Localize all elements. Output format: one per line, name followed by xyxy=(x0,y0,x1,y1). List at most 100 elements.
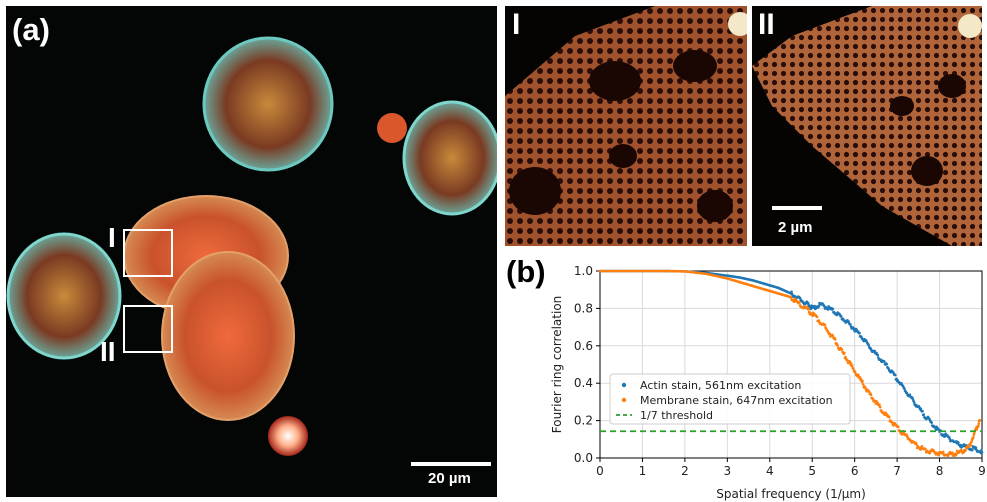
data-point-series-1 xyxy=(707,273,711,276)
data-point-series-0 xyxy=(951,439,955,442)
data-point-series-1 xyxy=(825,328,829,332)
data-point-series-1 xyxy=(786,294,789,298)
data-point-series-0 xyxy=(957,443,961,447)
data-point-series-1 xyxy=(860,380,864,384)
data-point-series-0 xyxy=(879,358,883,361)
data-point-series-1 xyxy=(659,269,662,273)
data-point-series-0 xyxy=(875,353,879,356)
data-point-series-1 xyxy=(956,451,960,454)
data-point-series-1 xyxy=(958,449,962,452)
data-point-series-0 xyxy=(824,307,828,310)
data-point-series-0 xyxy=(839,315,843,318)
data-point-series-1 xyxy=(612,269,615,273)
data-point-series-1 xyxy=(860,378,863,381)
data-point-series-1 xyxy=(971,437,974,440)
data-point-series-1 xyxy=(947,452,950,455)
data-point-series-1 xyxy=(719,275,723,279)
data-point-series-1 xyxy=(970,440,973,444)
data-point-series-1 xyxy=(932,449,935,452)
data-point-series-1 xyxy=(966,446,969,449)
data-point-series-1 xyxy=(973,429,977,433)
data-point-series-1 xyxy=(930,448,934,451)
data-point-series-1 xyxy=(892,422,896,426)
data-point-series-1 xyxy=(662,269,665,273)
data-point-series-0 xyxy=(680,270,684,273)
data-point-series-1 xyxy=(750,284,754,287)
data-point-series-1 xyxy=(647,269,650,273)
data-point-series-1 xyxy=(915,446,919,450)
data-point-series-0 xyxy=(907,394,911,398)
data-point-series-0 xyxy=(692,270,696,274)
data-point-series-0 xyxy=(689,270,693,274)
data-point-series-0 xyxy=(860,336,864,340)
data-point-series-1 xyxy=(907,437,910,440)
data-point-series-0 xyxy=(742,277,746,280)
data-point-series-0 xyxy=(734,275,737,279)
data-point-series-1 xyxy=(704,272,708,276)
data-point-series-0 xyxy=(791,294,795,298)
data-point-series-1 xyxy=(921,447,924,450)
data-point-series-1 xyxy=(915,443,918,446)
data-point-series-1 xyxy=(618,269,622,273)
data-point-series-0 xyxy=(937,428,941,432)
data-point-series-1 xyxy=(928,451,932,455)
data-point-series-1 xyxy=(607,269,611,273)
data-point-series-0 xyxy=(912,401,916,404)
data-point-series-0 xyxy=(857,330,860,334)
data-point-series-0 xyxy=(833,312,836,315)
data-point-series-0 xyxy=(929,420,933,424)
data-point-series-0 xyxy=(852,326,855,330)
data-point-series-1 xyxy=(668,269,672,273)
data-point-series-1 xyxy=(881,411,885,415)
data-point-series-0 xyxy=(654,269,658,273)
data-point-series-0 xyxy=(970,448,973,452)
data-point-series-0 xyxy=(944,433,948,436)
data-point-series-0 xyxy=(815,305,819,308)
data-point-series-1 xyxy=(978,419,982,422)
data-point-series-0 xyxy=(955,441,959,445)
data-point-series-1 xyxy=(823,323,827,327)
data-point-series-1 xyxy=(747,283,751,287)
data-point-series-1 xyxy=(619,269,623,273)
data-point-series-1 xyxy=(869,392,872,395)
data-point-series-0 xyxy=(869,346,872,350)
data-point-series-0 xyxy=(884,362,888,365)
x-tick-label: 5 xyxy=(808,464,816,478)
data-point-series-0 xyxy=(953,440,957,443)
data-point-series-1 xyxy=(939,451,943,454)
data-point-series-0 xyxy=(674,269,678,273)
data-point-series-1 xyxy=(650,269,653,273)
data-point-series-0 xyxy=(656,269,659,273)
data-point-series-1 xyxy=(941,450,945,454)
data-point-series-1 xyxy=(785,294,788,298)
data-point-series-0 xyxy=(962,443,966,446)
data-point-series-0 xyxy=(954,440,957,444)
data-point-series-1 xyxy=(677,269,681,273)
data-point-series-0 xyxy=(745,277,748,281)
data-point-series-0 xyxy=(752,279,756,282)
data-point-series-1 xyxy=(887,415,891,419)
data-point-series-0 xyxy=(922,413,926,416)
data-point-series-1 xyxy=(645,269,649,273)
data-point-series-1 xyxy=(855,373,858,377)
data-point-series-1 xyxy=(873,399,877,403)
data-point-series-1 xyxy=(900,430,903,434)
data-point-series-0 xyxy=(917,405,920,408)
data-point-series-1 xyxy=(927,451,931,455)
data-point-series-0 xyxy=(615,269,618,273)
data-point-series-1 xyxy=(912,440,916,444)
data-point-series-1 xyxy=(700,271,703,275)
data-point-series-0 xyxy=(910,396,913,400)
data-point-series-0 xyxy=(707,271,711,275)
data-point-series-1 xyxy=(823,323,826,326)
data-point-series-1 xyxy=(891,423,895,426)
data-point-series-1 xyxy=(831,334,835,338)
data-point-series-1 xyxy=(961,451,964,455)
data-point-series-1 xyxy=(875,401,879,405)
data-point-series-0 xyxy=(801,300,804,303)
micrograph-zoom-2 xyxy=(752,6,982,246)
data-point-series-0 xyxy=(899,382,903,385)
data-point-series-1 xyxy=(922,447,926,451)
data-point-series-0 xyxy=(598,269,602,273)
data-point-series-1 xyxy=(651,269,655,273)
